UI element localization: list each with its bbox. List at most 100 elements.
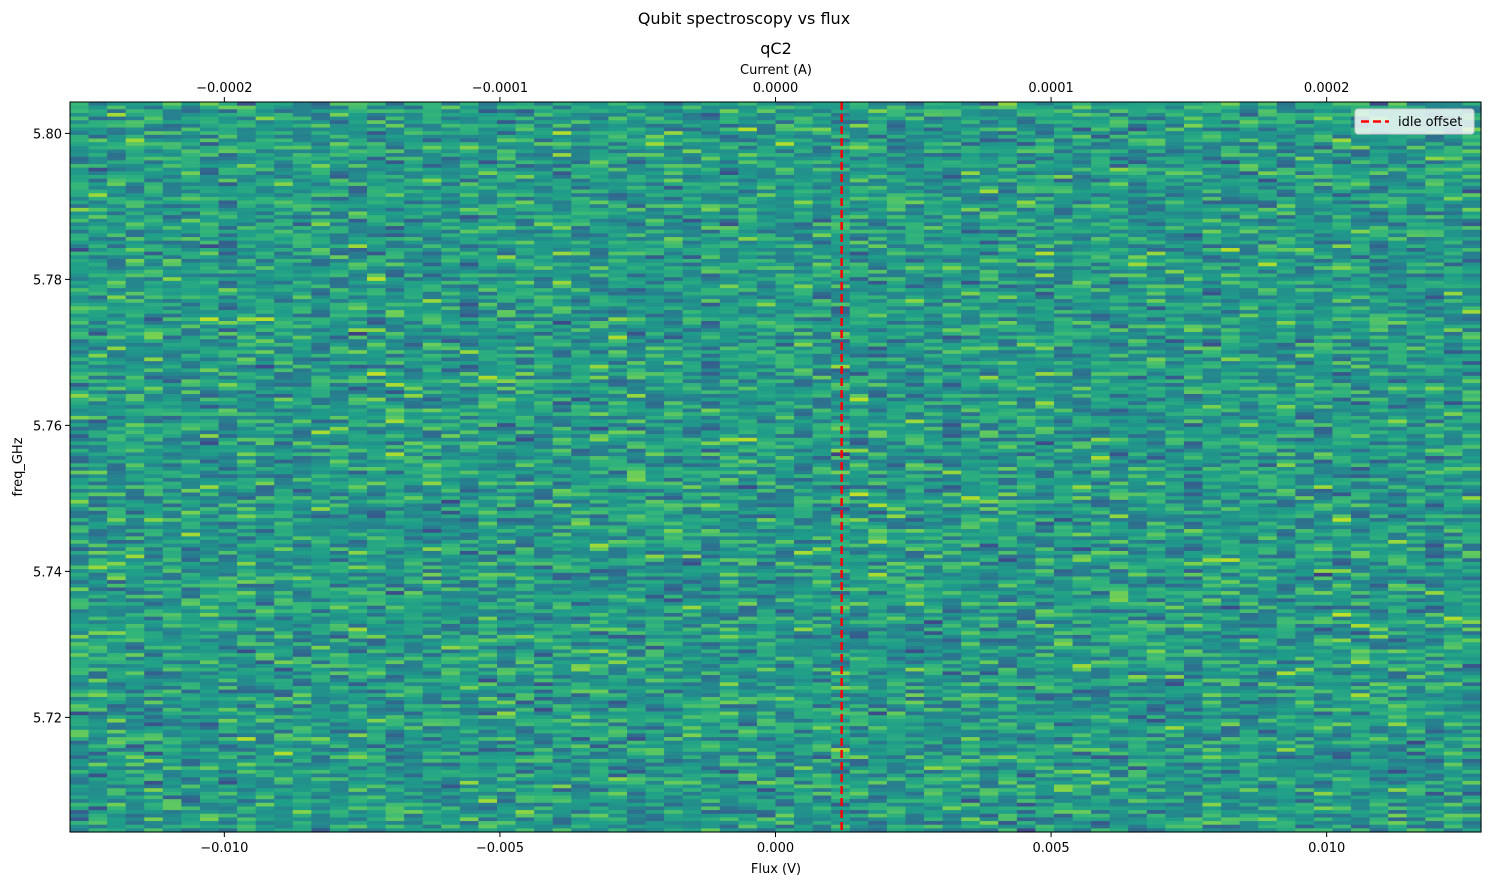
- heatmap-cell: [348, 645, 368, 651]
- heatmap-cell: [70, 667, 90, 672]
- heatmap-cell: [348, 448, 368, 453]
- heatmap-cell: [311, 291, 331, 297]
- heatmap-cell: [70, 178, 90, 183]
- heatmap-cell: [404, 164, 424, 169]
- heatmap-cell: [367, 810, 387, 815]
- heatmap-cell: [237, 561, 257, 567]
- heatmap-cell: [255, 237, 275, 242]
- heatmap-cell: [199, 510, 220, 516]
- heatmap-cell: [311, 383, 331, 388]
- heatmap-cell: [497, 123, 517, 129]
- heatmap-cell: [88, 437, 108, 443]
- heatmap-cell: [404, 266, 424, 271]
- heatmap-cell: [181, 569, 201, 574]
- heatmap-cell: [459, 266, 480, 271]
- heatmap-cell: [199, 284, 220, 289]
- heatmap-cell: [497, 682, 517, 687]
- heatmap-cell: [497, 795, 517, 800]
- heatmap-cell: [218, 415, 238, 421]
- heatmap-cell: [107, 485, 127, 490]
- heatmap-cell: [218, 222, 238, 227]
- heatmap-cell: [218, 583, 238, 589]
- heatmap-cell: [292, 525, 312, 530]
- heatmap-cell: [125, 620, 145, 625]
- heatmap-cell: [329, 441, 350, 446]
- heatmap-cell: [274, 153, 294, 158]
- heatmap-cell: [255, 631, 275, 636]
- heatmap-cell: [162, 602, 182, 607]
- heatmap-cell: [292, 134, 312, 140]
- heatmap-cell: [255, 540, 275, 545]
- heatmap-cell: [311, 313, 331, 318]
- heatmap-cell: [144, 339, 164, 344]
- heatmap-cell: [311, 284, 331, 289]
- heatmap-cell: [218, 200, 238, 205]
- heatmap-cell: [367, 554, 387, 559]
- heatmap-cell: [107, 153, 127, 158]
- heatmap-cell: [162, 529, 182, 534]
- heatmap-cell: [237, 547, 257, 552]
- heatmap-cell: [70, 689, 90, 694]
- heatmap-cell: [199, 649, 220, 654]
- heatmap-cell: [125, 339, 145, 344]
- heatmap-cell: [515, 591, 535, 596]
- heatmap-cell: [404, 240, 424, 245]
- heatmap-cell: [329, 401, 350, 406]
- heatmap-cell: [107, 123, 127, 129]
- heatmap-cell: [292, 288, 312, 293]
- heatmap-cell: [107, 226, 127, 231]
- heatmap-cell: [144, 620, 164, 625]
- heatmap-cell: [367, 251, 387, 256]
- heatmap-cell: [88, 627, 108, 632]
- heatmap-cell: [144, 744, 164, 749]
- heatmap-cell: [255, 335, 275, 340]
- heatmap-cell: [422, 729, 442, 735]
- heatmap-cell: [515, 649, 535, 654]
- heatmap-cell: [404, 529, 424, 534]
- heatmap-cell: [459, 324, 480, 329]
- heatmap-cell: [515, 375, 535, 380]
- heatmap-cell: [367, 226, 387, 231]
- heatmap-cell: [497, 470, 517, 475]
- heatmap-cell: [162, 153, 182, 158]
- heatmap-cell: [181, 521, 201, 526]
- heatmap-cell: [237, 791, 257, 797]
- heatmap-cell: [422, 452, 442, 457]
- heatmap-cell: [367, 510, 387, 516]
- heatmap-cell: [385, 372, 405, 377]
- heatmap-cell: [311, 310, 331, 315]
- heatmap-cell: [181, 627, 201, 632]
- heatmap-cell: [70, 737, 90, 742]
- heatmap-cell: [125, 788, 145, 793]
- heatmap-cell: [478, 536, 498, 541]
- heatmap-cell: [515, 470, 535, 475]
- heatmap-cell: [88, 156, 108, 161]
- heatmap-cell: [199, 353, 220, 359]
- heatmap-cell: [422, 280, 442, 286]
- heatmap-cell: [459, 350, 480, 355]
- heatmap-cell: [441, 795, 461, 800]
- heatmap-cell: [329, 233, 350, 238]
- heatmap-cell: [88, 419, 108, 424]
- heatmap-cell: [199, 660, 220, 665]
- heatmap-cell: [125, 696, 145, 702]
- heatmap-cell: [329, 313, 350, 318]
- heatmap-cell: [497, 339, 517, 344]
- heatmap-cell: [70, 448, 90, 453]
- heatmap-cell: [274, 167, 294, 172]
- heatmap-cell: [274, 215, 294, 220]
- heatmap-cell: [348, 485, 368, 490]
- heatmap-cell: [181, 660, 201, 665]
- heatmap-cell: [292, 656, 312, 662]
- heatmap-cell: [329, 707, 350, 713]
- heatmap-cell: [459, 131, 480, 136]
- heatmap-cell: [459, 529, 480, 534]
- heatmap-cell: [329, 572, 350, 578]
- heatmap-cell: [292, 218, 312, 224]
- heatmap-cell: [274, 580, 294, 585]
- heatmap-cell: [162, 175, 182, 180]
- heatmap-cell: [422, 496, 442, 501]
- heatmap-cell: [125, 463, 145, 468]
- heatmap-cell: [385, 700, 405, 705]
- heatmap-cell: [385, 660, 405, 665]
